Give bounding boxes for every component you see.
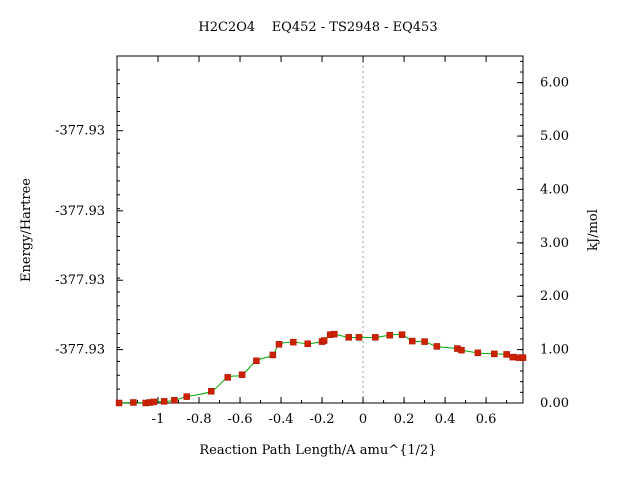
data-point	[290, 338, 297, 346]
x-tick-label: 0.4	[435, 412, 456, 427]
data-point	[253, 357, 260, 365]
data-point	[208, 388, 215, 395]
y-right-tick-label: 4.00	[540, 182, 569, 197]
y-right-tick-label: 5.00	[540, 129, 569, 144]
x-tick-label: -0.6	[227, 412, 252, 427]
x-tick-label: -1	[152, 412, 165, 427]
data-point	[355, 334, 363, 341]
data-point	[421, 338, 428, 345]
y-left-tick-label: -377.93	[55, 204, 105, 219]
data-point	[509, 353, 516, 361]
y-right-tick-label: 1.00	[540, 343, 569, 358]
chart-title: H2C2O4 EQ452 - TS2948 - EQ453	[198, 20, 437, 35]
data-point	[320, 337, 328, 344]
y-right-tick-label: 0.00	[540, 396, 569, 411]
data-point	[398, 331, 406, 338]
y-left-tick-label: -377.93	[55, 343, 105, 358]
x-tick-label: -0.8	[186, 412, 211, 427]
y-left-tick-label: -377.93	[55, 124, 105, 139]
plot-marks: -1 -0.8 -0.6 -0.4 -0.2 0 0.2 0.4 0.6 -377.93 -377.…	[55, 55, 569, 427]
data-point	[115, 399, 123, 407]
data-point	[275, 341, 283, 348]
data-point	[474, 349, 482, 357]
plot-frame	[116, 55, 524, 404]
y-axis-label-right: kJ/mol	[586, 209, 601, 251]
data-point	[224, 374, 231, 381]
data-point	[409, 337, 416, 345]
y-right-tick-label: 2.00	[540, 289, 569, 304]
data-point	[386, 331, 393, 339]
x-tick-label: -0.2	[310, 412, 335, 427]
data-point	[519, 354, 527, 361]
data-point	[183, 393, 190, 400]
data-point	[433, 343, 441, 350]
data-point	[331, 330, 338, 338]
data-point	[160, 398, 168, 405]
data-point	[372, 334, 379, 341]
y-left-tick-label: -377.93	[55, 273, 105, 288]
data-point	[458, 346, 465, 354]
y-axis-label-left: Energy/Hartree	[19, 178, 34, 282]
x-tick-label: 0.2	[394, 412, 415, 427]
x-tick-label: -0.4	[269, 412, 294, 427]
data-point	[130, 399, 137, 406]
x-tick-label: 0.6	[476, 412, 497, 427]
data-point	[238, 371, 246, 378]
data-point	[503, 351, 510, 358]
y-right-tick-label: 3.00	[540, 236, 569, 251]
data-point	[345, 334, 352, 341]
x-axis-label: Reaction Path Length/A amu^{1/2}	[199, 443, 436, 458]
y-right-tick-label: 6.00	[540, 76, 569, 91]
data-point	[304, 340, 311, 347]
x-tick-label: 0	[359, 412, 367, 427]
data-point	[491, 350, 498, 358]
data-point	[269, 351, 277, 359]
data-point	[171, 397, 178, 404]
data-point	[150, 398, 158, 406]
